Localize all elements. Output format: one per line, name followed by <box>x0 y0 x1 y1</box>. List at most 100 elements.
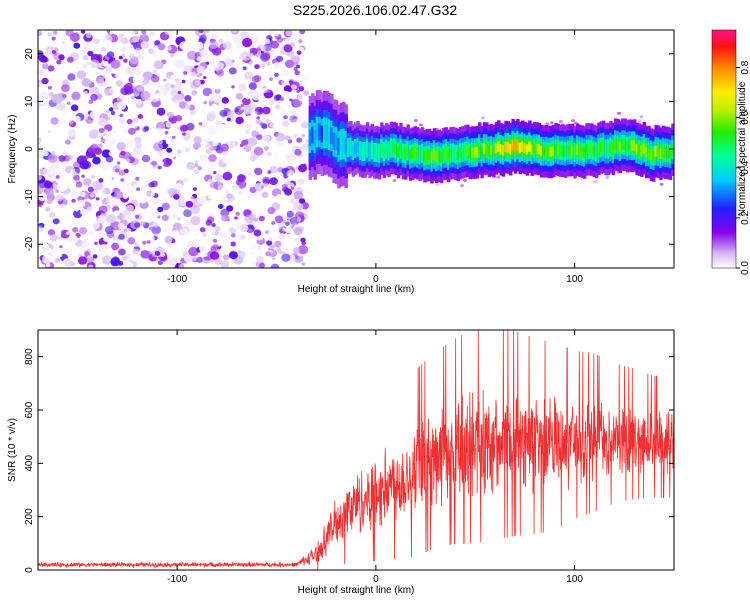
noise-speckle <box>62 47 72 56</box>
noise-speckle <box>226 151 236 161</box>
noise-speckle <box>166 242 173 248</box>
noise-speckle <box>80 119 87 126</box>
noise-speckle <box>237 174 246 182</box>
noise-speckle <box>67 101 71 105</box>
noise-speckle <box>154 175 162 182</box>
signal-track-mark <box>377 148 382 159</box>
noise-speckle <box>82 64 88 69</box>
noise-speckle <box>156 107 166 116</box>
noise-speckle <box>74 82 82 89</box>
noise-speckle <box>156 127 163 133</box>
noise-speckle <box>249 52 254 57</box>
noise-speckle <box>182 177 189 183</box>
noise-speckle <box>118 248 126 256</box>
noise-speckle <box>242 37 253 48</box>
noise-speckle <box>140 250 150 259</box>
noise-speckle <box>220 143 229 152</box>
noise-speckle <box>186 50 198 61</box>
noise-speckle <box>137 76 144 82</box>
noise-speckle <box>203 100 208 105</box>
noise-speckle <box>84 155 89 159</box>
noise-speckle <box>47 77 56 85</box>
noise-speckle <box>91 180 103 191</box>
noise-speckle <box>246 115 250 119</box>
noise-speckle <box>284 188 293 196</box>
noise-speckle <box>291 107 296 112</box>
noise-speckle <box>286 210 294 218</box>
snr-series-line <box>38 330 674 570</box>
colorbar-gradient <box>711 29 737 269</box>
noise-speckle <box>284 202 294 211</box>
noise-speckle <box>71 168 75 172</box>
noise-speckle <box>214 257 223 265</box>
signal-track-mark <box>611 143 615 155</box>
noise-speckle <box>204 30 210 34</box>
noise-speckle <box>105 109 110 114</box>
noise-speckle <box>199 34 207 42</box>
signal-track-mark <box>470 147 475 158</box>
noise-speckle <box>198 122 203 126</box>
noise-speckle <box>299 198 306 204</box>
signal-track-mark <box>575 144 580 155</box>
noise-speckle <box>132 146 142 155</box>
noise-speckle <box>235 93 243 100</box>
noise-speckle <box>73 174 80 181</box>
noise-speckle <box>183 209 192 218</box>
noise-speckle <box>302 143 310 151</box>
noise-speckle <box>275 132 286 142</box>
signal-track-mark <box>334 133 339 151</box>
noise-speckle <box>163 235 173 244</box>
noise-speckle <box>55 189 60 193</box>
noise-speckle <box>49 248 60 257</box>
signal-track-mark <box>458 147 463 159</box>
noise-speckle <box>224 30 229 34</box>
noise-speckle <box>69 120 74 125</box>
noise-speckle <box>120 178 125 182</box>
noise-speckle <box>244 71 253 80</box>
noise-speckle <box>269 226 279 234</box>
noise-speckle <box>244 129 250 135</box>
noise-speckle <box>95 197 100 201</box>
noise-speckle <box>98 244 109 254</box>
noise-speckle <box>149 94 159 103</box>
noise-speckle <box>190 216 201 226</box>
noise-speckle <box>38 175 42 181</box>
noise-speckle <box>418 123 423 127</box>
noise-speckle <box>186 161 196 171</box>
signal-track-mark <box>373 147 377 158</box>
noise-speckle <box>183 247 189 253</box>
noise-speckle <box>70 104 79 112</box>
noise-speckle <box>293 99 303 108</box>
noise-speckle <box>176 149 183 155</box>
noise-speckle <box>226 111 235 119</box>
noise-speckle <box>195 233 199 237</box>
signal-track-mark <box>435 151 439 163</box>
noise-speckle <box>61 40 66 45</box>
noise-speckle <box>90 93 98 101</box>
noise-speckle <box>256 47 262 52</box>
noise-speckle <box>254 182 264 192</box>
noise-speckle <box>91 175 96 179</box>
noise-speckle <box>47 32 52 37</box>
noise-speckle <box>297 178 305 185</box>
signal-track-mark <box>552 145 556 157</box>
noise-speckle <box>141 154 151 163</box>
noise-speckle <box>480 116 485 120</box>
noise-speckle <box>232 188 242 197</box>
noise-speckle <box>153 69 158 74</box>
noise-speckle <box>235 211 241 216</box>
signal-track-mark <box>423 151 427 162</box>
noise-speckle <box>125 228 132 234</box>
noise-speckle <box>146 240 151 244</box>
noise-speckle <box>164 130 169 135</box>
noise-speckle <box>134 222 141 228</box>
noise-speckle <box>38 193 47 202</box>
noise-speckle <box>222 41 232 50</box>
signal-track-mark <box>365 143 370 154</box>
noise-speckle <box>109 58 113 62</box>
noise-speckle <box>66 139 70 143</box>
noise-speckle <box>97 117 108 127</box>
noise-speckle <box>265 215 270 219</box>
noise-speckle <box>221 214 229 222</box>
